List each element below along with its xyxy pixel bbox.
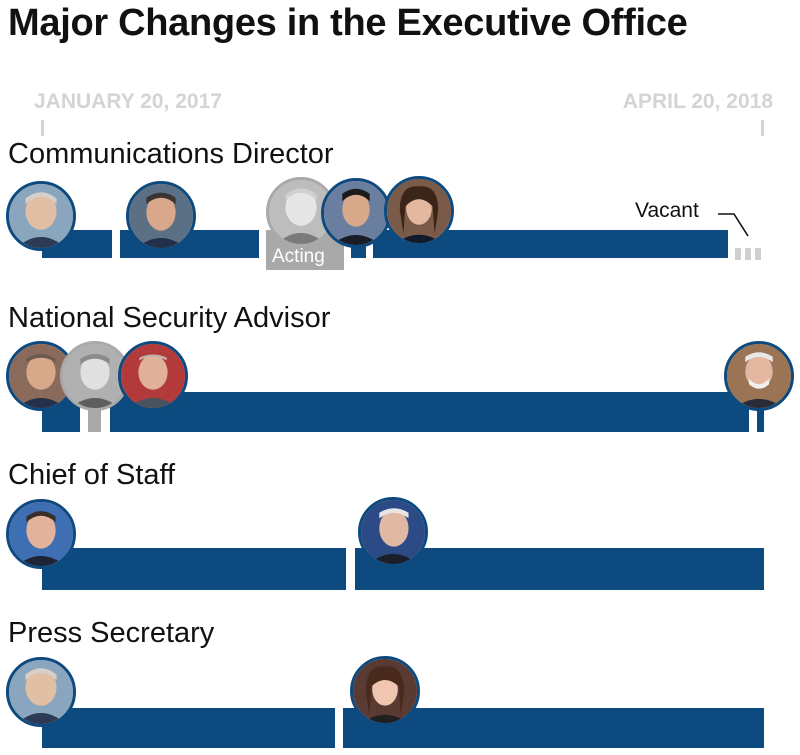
- end-date-label: APRIL 20, 2018: [622, 90, 773, 113]
- end-date-tick: [761, 120, 764, 136]
- row-label-press-secretary: Press Secretary: [8, 617, 215, 649]
- portrait-photo: [6, 181, 76, 251]
- row-label-national-security-advisor: National Security Advisor: [8, 302, 331, 334]
- page-title: Major Changes in the Executive Office: [8, 2, 688, 44]
- tenure-bar: [355, 548, 764, 590]
- portrait-photo: [6, 499, 76, 569]
- portrait-photo: [60, 341, 130, 411]
- portrait-photo: [350, 656, 420, 726]
- portrait-photo: [6, 657, 76, 727]
- tenure-bar: [42, 708, 335, 748]
- row-label-communications-director: Communications Director: [8, 138, 334, 170]
- start-date-label: JANUARY 20, 2017: [34, 90, 222, 113]
- vacant-leader-line: [718, 213, 749, 237]
- row-label-chief-of-staff: Chief of Staff: [8, 459, 176, 491]
- portrait-photo: [384, 176, 454, 246]
- tenure-bar: [110, 392, 749, 432]
- portrait-photo: [321, 178, 391, 248]
- portrait-photo: [6, 341, 76, 411]
- tenure-bar: [42, 548, 346, 590]
- tenure-bar: [343, 708, 764, 748]
- portrait-photo: [126, 181, 196, 251]
- tenure-bar: [757, 392, 764, 432]
- acting-label: Acting: [272, 246, 325, 267]
- portrait-photo: [118, 341, 188, 411]
- portrait-photo: [358, 497, 428, 567]
- start-date-tick: [41, 120, 44, 136]
- portrait-photo: [724, 341, 794, 411]
- vacant-dashes: [735, 248, 763, 260]
- vacant-label: Vacant: [635, 199, 699, 222]
